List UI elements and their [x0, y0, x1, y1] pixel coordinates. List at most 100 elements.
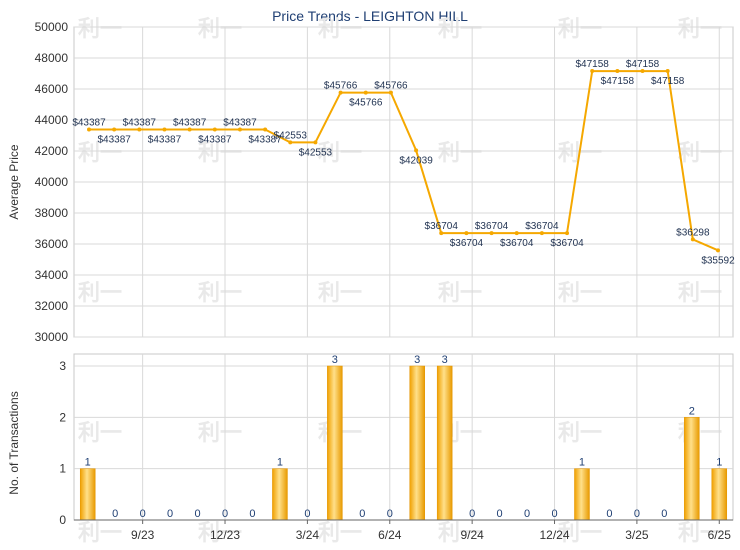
x-tick-label: 12/23 — [210, 528, 240, 542]
transactions-y-tick-label: 3 — [59, 359, 66, 373]
price-data-label: $42553 — [299, 147, 333, 158]
price-data-label: $43387 — [72, 118, 106, 129]
price-y-tick-label: 36000 — [35, 237, 69, 251]
transactions-bar — [327, 365, 343, 521]
watermark-text: 利一 — [78, 421, 122, 446]
transactions-y-axis-label: No. of Transactions — [7, 391, 21, 494]
watermark-text: 利一 — [678, 17, 722, 42]
watermark-text: 利一 — [318, 281, 362, 306]
price-y-tick-label: 34000 — [35, 268, 69, 282]
price-data-label: $43387 — [123, 118, 157, 129]
price-data-point — [615, 69, 620, 74]
x-tick-label: 6/25 — [708, 528, 732, 542]
price-data-label: $36704 — [525, 221, 559, 232]
price-data-label: $45766 — [324, 81, 358, 92]
transactions-bar-label: 3 — [332, 354, 338, 366]
watermark-text: 利一 — [198, 521, 242, 546]
price-data-point — [414, 148, 419, 153]
price-data-label: $47158 — [601, 76, 635, 87]
price-data-point — [640, 69, 645, 74]
price-data-label: $42039 — [399, 155, 433, 166]
watermark-text: 利一 — [558, 521, 602, 546]
transactions-bar-label: 0 — [167, 508, 173, 520]
price-y-tick-label: 48000 — [35, 51, 69, 65]
price-data-label: $36298 — [676, 227, 710, 238]
watermark-text: 利一 — [438, 281, 482, 306]
transactions-bar-label: 1 — [277, 457, 283, 469]
price-data-label: $43387 — [148, 135, 182, 146]
transactions-bar-label: 0 — [387, 508, 393, 520]
price-data-label: $36704 — [500, 238, 534, 249]
price-y-tick-label: 32000 — [35, 299, 69, 313]
transactions-bar-label: 0 — [359, 508, 365, 520]
watermark-text: 利一 — [78, 17, 122, 42]
price-data-label: $47158 — [651, 76, 685, 87]
watermark-text: 利一 — [438, 141, 482, 166]
price-data-point — [489, 231, 494, 236]
watermark-text: 利一 — [438, 521, 482, 546]
transactions-bar-label: 1 — [716, 457, 722, 469]
price-data-point — [187, 127, 192, 132]
price-data-label: $47158 — [626, 59, 660, 70]
transactions-bar-label: 0 — [606, 508, 612, 520]
price-data-point — [590, 69, 595, 74]
price-data-label: $43387 — [173, 118, 207, 129]
transactions-bar — [574, 468, 590, 521]
x-tick-label: 12/24 — [540, 528, 570, 542]
x-tick-label: 3/25 — [625, 528, 649, 542]
transactions-bar-label: 0 — [249, 508, 255, 520]
watermark-text: 利一 — [318, 17, 362, 42]
x-tick-label: 9/23 — [131, 528, 155, 542]
transactions-bar-label: 0 — [195, 508, 201, 520]
transactions-bar — [436, 365, 453, 521]
price-y-tick-label: 42000 — [35, 144, 69, 158]
price-data-point — [565, 231, 570, 236]
price-data-label: $42553 — [274, 130, 308, 141]
price-data-label: $43387 — [248, 135, 282, 146]
transactions-bar-label: 0 — [634, 508, 640, 520]
transactions-bar — [711, 468, 728, 521]
price-data-label: $45766 — [349, 98, 383, 109]
watermark-text: 利一 — [78, 281, 122, 306]
transactions-bar — [409, 365, 425, 521]
transactions-bar-label: 0 — [112, 508, 118, 520]
price-data-label: $36704 — [425, 221, 459, 232]
price-data-point — [716, 248, 720, 253]
watermark-text: 利一 — [198, 141, 242, 166]
watermark-text: 利一 — [558, 421, 602, 446]
transactions-bar-label: 2 — [689, 405, 695, 417]
price-data-point — [87, 127, 91, 132]
price-data-point — [338, 90, 343, 95]
transactions-bar — [684, 417, 700, 521]
price-y-tick-label: 30000 — [35, 330, 69, 344]
watermark-text: 利一 — [678, 521, 722, 546]
transactions-bar-label: 0 — [140, 508, 146, 520]
transactions-bar-label: 0 — [524, 508, 530, 520]
price-data-label: $43387 — [223, 118, 257, 129]
price-y-tick-label: 40000 — [35, 175, 69, 189]
watermark-text: 利一 — [198, 281, 242, 306]
price-series-line — [89, 70, 719, 252]
price-data-point — [212, 127, 217, 132]
price-y-tick-label: 46000 — [35, 82, 69, 96]
transactions-bar-label: 0 — [222, 508, 228, 520]
watermark-text: 利一 — [558, 281, 602, 306]
transactions-plot-frame — [73, 353, 734, 521]
price-data-label: $43387 — [97, 135, 131, 146]
watermark-text: 利一 — [318, 521, 362, 546]
transactions-bar-label: 0 — [551, 508, 557, 520]
watermark-text: 利一 — [198, 421, 242, 446]
price-data-point — [464, 231, 469, 236]
price-data-point — [313, 140, 318, 145]
transactions-bar-label: 0 — [304, 508, 310, 520]
price-data-point — [263, 127, 268, 132]
price-data-point — [690, 237, 695, 242]
price-data-point — [539, 231, 544, 236]
transactions-y-tick-label: 2 — [59, 410, 66, 424]
transactions-bar-label: 0 — [497, 508, 503, 520]
price-data-point — [439, 231, 444, 236]
price-data-point — [665, 69, 670, 74]
price-data-label: $35592 — [701, 255, 735, 266]
